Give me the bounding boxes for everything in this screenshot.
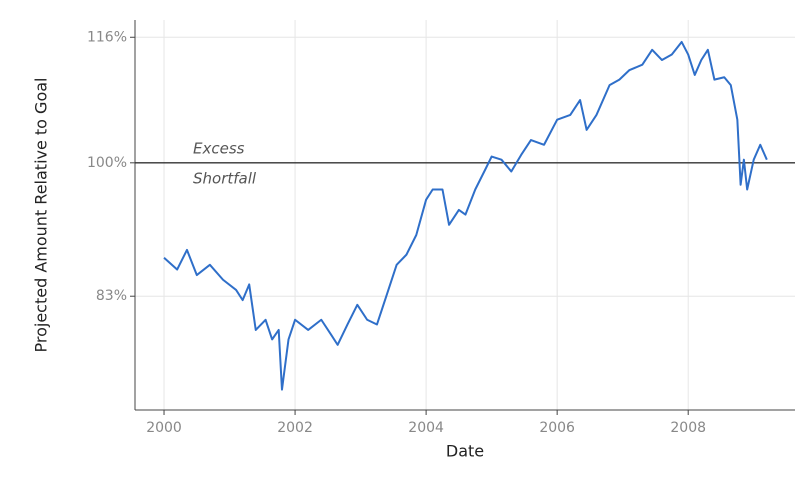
x-axis-title: Date bbox=[446, 442, 484, 461]
x-tick-label: 2004 bbox=[408, 420, 444, 436]
y-tick-label: 100% bbox=[87, 155, 127, 171]
y-tick-label: 116% bbox=[87, 29, 127, 45]
data-line bbox=[163, 40, 768, 391]
x-tick-label: 2006 bbox=[539, 420, 575, 436]
annotation: Shortfall bbox=[193, 169, 257, 187]
y-axis-title: Projected Amount Relative to Goal bbox=[32, 78, 51, 353]
x-tick-label: 2000 bbox=[146, 420, 182, 436]
x-tick-label: 2002 bbox=[277, 420, 313, 436]
annotation: Excess bbox=[193, 139, 245, 157]
x-tick-label: 2008 bbox=[670, 420, 706, 436]
y-tick-label: 83% bbox=[96, 288, 127, 304]
